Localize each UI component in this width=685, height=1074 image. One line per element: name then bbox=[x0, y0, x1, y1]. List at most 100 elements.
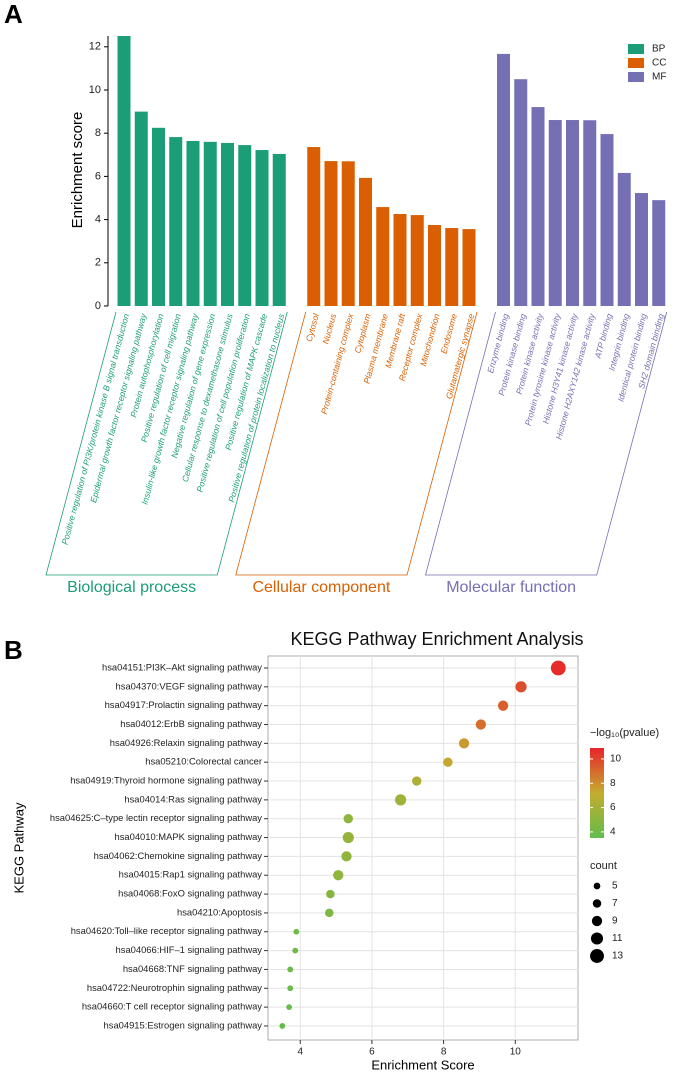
y-tick-label: hsa05210:Colorectal cancer bbox=[145, 756, 262, 767]
y-tick-label: hsa04151:PI3K–Akt signaling pathway bbox=[102, 661, 262, 672]
bar bbox=[445, 228, 459, 306]
y-tick-label: hsa04370:VEGF signaling pathway bbox=[116, 680, 263, 691]
bar bbox=[462, 229, 476, 306]
dot bbox=[550, 660, 566, 676]
y-tick-label: 2 bbox=[95, 257, 101, 269]
x-tick-label: 6 bbox=[369, 1047, 375, 1058]
y-tick-label: hsa04066:HIF–1 signaling pathway bbox=[116, 944, 263, 955]
bar bbox=[393, 213, 407, 306]
dot bbox=[395, 794, 407, 806]
size-legend-label: 5 bbox=[612, 881, 618, 892]
y-tick-label: hsa04210:Apoptosis bbox=[177, 906, 262, 917]
category-label: Positive regulation of PI3K/protein kina… bbox=[60, 312, 132, 546]
dot bbox=[287, 985, 294, 992]
dot bbox=[497, 700, 509, 711]
legend-label: MF bbox=[652, 72, 666, 83]
dot bbox=[326, 889, 335, 899]
bar bbox=[583, 120, 597, 307]
legend-label: BP bbox=[652, 44, 666, 55]
y-tick-label: hsa04660:T cell receptor signaling pathw… bbox=[82, 1001, 262, 1012]
bar bbox=[117, 36, 131, 306]
bar bbox=[272, 153, 286, 306]
bar bbox=[203, 141, 217, 306]
y-tick-label: 10 bbox=[89, 84, 101, 96]
dot bbox=[333, 870, 344, 881]
bar bbox=[600, 134, 614, 306]
colorbar-label: 6 bbox=[610, 802, 616, 813]
dot bbox=[458, 738, 470, 749]
dot bbox=[287, 966, 294, 973]
dot bbox=[475, 719, 487, 730]
size-legend-label: 7 bbox=[612, 898, 618, 909]
bar bbox=[635, 193, 648, 306]
y-tick-label: hsa04722:Neurotrophin signaling pathway bbox=[87, 982, 262, 993]
dot bbox=[443, 757, 453, 767]
y-tick-label: hsa04068:FoxO signaling pathway bbox=[118, 888, 262, 899]
y-tick-label: hsa04062:Chemokine signaling pathway bbox=[94, 850, 263, 861]
bar bbox=[221, 142, 234, 306]
y-tick-label: hsa04919:Thyroid hormone signaling pathw… bbox=[70, 775, 262, 786]
y-tick-label: 12 bbox=[89, 41, 101, 53]
bar bbox=[307, 147, 321, 306]
size-legend-label: 13 bbox=[612, 951, 624, 962]
dot bbox=[342, 831, 354, 844]
group-bracket bbox=[235, 311, 478, 576]
size-legend-dot bbox=[590, 949, 604, 963]
y-tick-label: hsa04668:TNF signaling pathway bbox=[123, 963, 262, 974]
bar bbox=[255, 150, 269, 306]
bar bbox=[497, 53, 510, 306]
bar bbox=[410, 215, 424, 306]
legend-label: CC bbox=[652, 58, 666, 69]
x-tick-label: 8 bbox=[441, 1047, 447, 1058]
bar bbox=[186, 140, 200, 306]
y-tick-label: hsa04015:Rap1 signaling pathway bbox=[119, 869, 263, 880]
group-bracket bbox=[45, 311, 288, 576]
dot bbox=[515, 681, 527, 693]
y-tick-label: hsa04926:Relaxin signaling pathway bbox=[110, 737, 263, 748]
bar bbox=[134, 111, 148, 306]
group-label: Cellular component bbox=[252, 579, 390, 596]
dot bbox=[412, 776, 422, 786]
y-tick-label: hsa04010:MAPK signaling pathway bbox=[115, 831, 263, 842]
bar bbox=[238, 145, 252, 306]
colorbar bbox=[590, 748, 604, 838]
dot bbox=[325, 908, 334, 918]
dot bbox=[292, 947, 299, 954]
group-label: Molecular function bbox=[446, 579, 576, 596]
plot-background bbox=[267, 655, 579, 1041]
y-tick-label: hsa04917:Prolactin signaling pathway bbox=[105, 699, 263, 710]
y-tick-label: 4 bbox=[95, 214, 101, 226]
size-legend-label: 9 bbox=[612, 916, 618, 927]
x-tick-label: 4 bbox=[297, 1047, 303, 1058]
dot bbox=[341, 851, 352, 862]
legend-swatch bbox=[628, 72, 644, 82]
bar bbox=[152, 127, 165, 306]
dot bbox=[293, 928, 300, 935]
y-tick-label: 8 bbox=[95, 127, 101, 139]
bar bbox=[531, 107, 545, 307]
dot bbox=[286, 1004, 293, 1011]
y-axis-title: Enrichment score bbox=[69, 112, 86, 229]
legend-swatch bbox=[628, 44, 644, 54]
y-tick-label: 6 bbox=[95, 170, 101, 182]
bar bbox=[548, 120, 562, 306]
size-legend-dot bbox=[592, 899, 602, 908]
size-legend-label: 11 bbox=[612, 933, 623, 944]
bar bbox=[169, 137, 183, 306]
size-legend-dot bbox=[590, 932, 604, 945]
bar bbox=[376, 207, 390, 306]
size-legend-dot bbox=[593, 882, 601, 890]
panel-label: B bbox=[4, 635, 23, 665]
category-label: Cytoplasm bbox=[352, 313, 372, 355]
colorbar-title: −log₁₀(pvalue) bbox=[590, 727, 659, 739]
group-label: Biological process bbox=[67, 579, 196, 596]
y-tick-label: hsa04012:ErbB signaling pathway bbox=[120, 718, 262, 729]
chart-title: KEGG Pathway Enrichment Analysis bbox=[290, 629, 583, 649]
colorbar-label: 8 bbox=[610, 778, 616, 789]
size-legend-dot bbox=[591, 915, 603, 927]
colorbar-label: 4 bbox=[610, 827, 616, 838]
group-bracket bbox=[424, 311, 668, 576]
dot bbox=[343, 814, 353, 824]
bar bbox=[428, 225, 441, 306]
